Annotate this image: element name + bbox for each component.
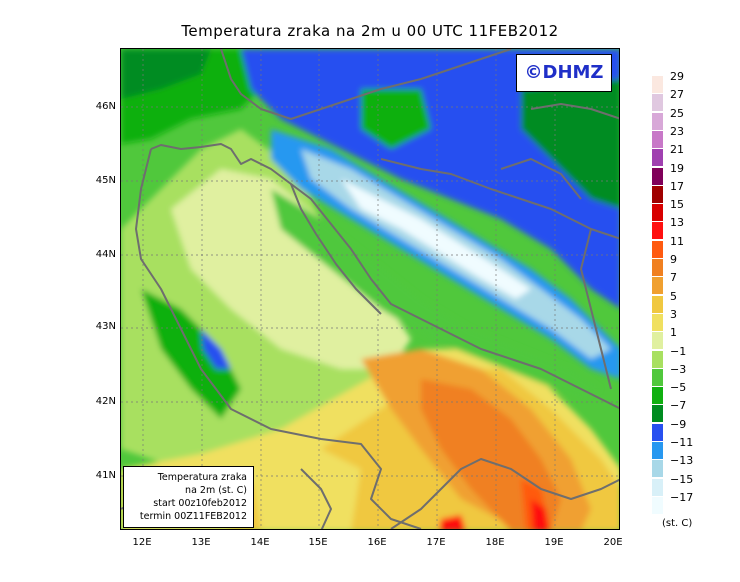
legend-label: 17 xyxy=(670,179,684,193)
x-tick-18e: 18E xyxy=(485,537,505,548)
legend-swatch xyxy=(652,295,663,313)
info-variable: Temperatura zraka xyxy=(157,472,247,483)
legend-swatch xyxy=(652,442,663,459)
legend-swatch xyxy=(652,259,663,276)
legend-swatch xyxy=(652,313,663,331)
dhmz-logo: ©DHMZ xyxy=(516,54,612,92)
legend-swatch xyxy=(652,387,663,405)
legend-swatch xyxy=(652,460,663,478)
x-tick-17e: 17E xyxy=(426,537,446,548)
legend-swatch xyxy=(652,149,663,167)
legend-label: 3 xyxy=(670,307,677,321)
info-termin: termin 00Z11FEB2012 xyxy=(139,511,247,522)
legend-swatch xyxy=(652,332,663,350)
y-tick-45n: 45N xyxy=(95,175,116,186)
x-tick-19e: 19E xyxy=(544,537,564,548)
info-start: start 00z10feb2012 xyxy=(153,498,247,509)
legend-label: −9 xyxy=(670,417,687,431)
legend-label: 29 xyxy=(670,70,684,83)
legend-label: 9 xyxy=(670,253,677,266)
legend-swatch xyxy=(652,222,663,240)
legend-label: 1 xyxy=(670,326,677,340)
legend-label: −5 xyxy=(670,381,687,395)
legend-label: −3 xyxy=(670,362,687,376)
legend-label: −15 xyxy=(670,472,694,486)
legend-label: −17 xyxy=(670,490,694,504)
x-tick-20e: 20E xyxy=(603,537,623,548)
legend-swatch xyxy=(652,350,663,368)
legend-swatch xyxy=(652,478,663,496)
x-tick-13e: 13E xyxy=(191,537,211,548)
legend-swatch xyxy=(652,277,663,295)
legend-label: −13 xyxy=(670,454,694,468)
legend-label: −7 xyxy=(670,399,687,413)
legend-swatch xyxy=(652,405,663,423)
legend-label: −11 xyxy=(670,436,694,449)
legend-swatch xyxy=(652,423,663,441)
legend-label: 19 xyxy=(670,161,684,175)
legend-swatch xyxy=(652,240,663,258)
y-tick-41n: 41N xyxy=(95,470,116,481)
x-tick-16e: 16E xyxy=(367,537,387,548)
legend-swatch xyxy=(652,368,663,386)
legend-label: 25 xyxy=(670,106,684,120)
temperature-map xyxy=(120,48,620,530)
legend-swatch xyxy=(652,167,663,185)
y-tick-46n: 46N xyxy=(95,101,116,112)
legend-label: 15 xyxy=(670,198,684,212)
x-tick-14e: 14E xyxy=(250,537,270,548)
legend-label: 5 xyxy=(670,289,677,303)
y-tick-42n: 42N xyxy=(95,396,116,407)
legend-unit: (st. C) xyxy=(662,518,693,529)
forecast-info-box: Temperatura zraka na 2m (st. C) start 00… xyxy=(123,466,254,528)
legend-label: 23 xyxy=(670,124,684,138)
legend-label: 11 xyxy=(670,234,684,248)
legend-swatch xyxy=(652,185,663,203)
legend-swatch xyxy=(652,112,663,130)
legend-swatch xyxy=(652,130,663,148)
legend-label: 27 xyxy=(670,88,684,102)
legend-label: −1 xyxy=(670,344,687,358)
legend-swatch xyxy=(652,76,663,93)
legend-label: 7 xyxy=(670,271,677,285)
info-unit: na 2m (st. C) xyxy=(185,485,247,496)
x-tick-15e: 15E xyxy=(308,537,328,548)
y-tick-43n: 43N xyxy=(95,321,116,332)
x-tick-12e: 12E xyxy=(132,537,152,548)
legend-swatch xyxy=(652,204,663,222)
legend-swatch xyxy=(652,94,663,112)
y-tick-44n: 44N xyxy=(95,249,116,260)
legend-swatch xyxy=(652,496,663,514)
legend-label: 13 xyxy=(670,216,684,230)
map-title: Temperatura zraka na 2m u 00 UTC 11FEB20… xyxy=(181,22,559,40)
legend-label: 21 xyxy=(670,143,684,157)
